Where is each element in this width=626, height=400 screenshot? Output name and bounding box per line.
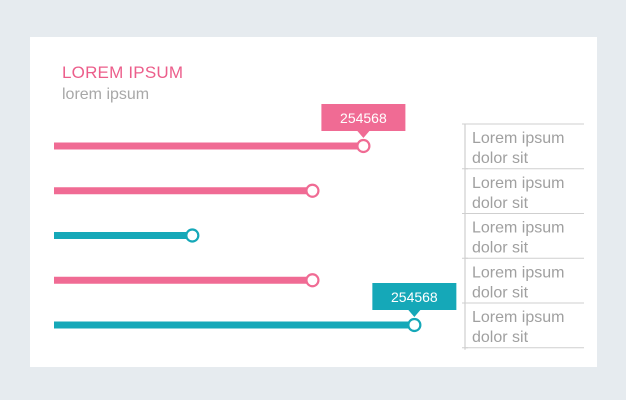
chart-title: LOREM IPSUM [62,63,184,82]
chart-card [30,37,597,367]
data-label-box-1 [321,104,406,131]
data-label-2: 254568 [391,289,438,305]
category-label-5-line-1: Lorem ipsum [472,309,564,326]
bar-3-endpoint [185,228,200,243]
data-label-pointer-1 [357,131,370,138]
chart-subtitle: lorem ipsum [62,86,150,103]
data-label-box-2 [372,283,457,310]
category-label-1-line-2: dolor sit [472,150,529,167]
bar-1-endpoint [356,138,371,154]
category-label-5-line-2: dolor sit [472,329,529,346]
category-label-4-line-1: Lorem ipsum [472,264,564,281]
data-label-pointer-2 [408,310,421,317]
bar-2-endpoint [305,183,320,198]
data-label-1: 254568 [340,110,387,126]
category-label-3-line-1: Lorem ipsum [472,220,564,237]
category-label-2-line-1: Lorem ipsum [472,175,564,192]
category-label-2-line-2: dolor sit [472,195,529,212]
bar-4-endpoint [305,273,320,288]
category-label-3-line-2: dolor sit [472,240,529,257]
category-label-1-line-1: Lorem ipsum [472,130,564,147]
category-label-4-line-2: dolor sit [472,284,529,301]
bar-5-endpoint [407,317,422,333]
